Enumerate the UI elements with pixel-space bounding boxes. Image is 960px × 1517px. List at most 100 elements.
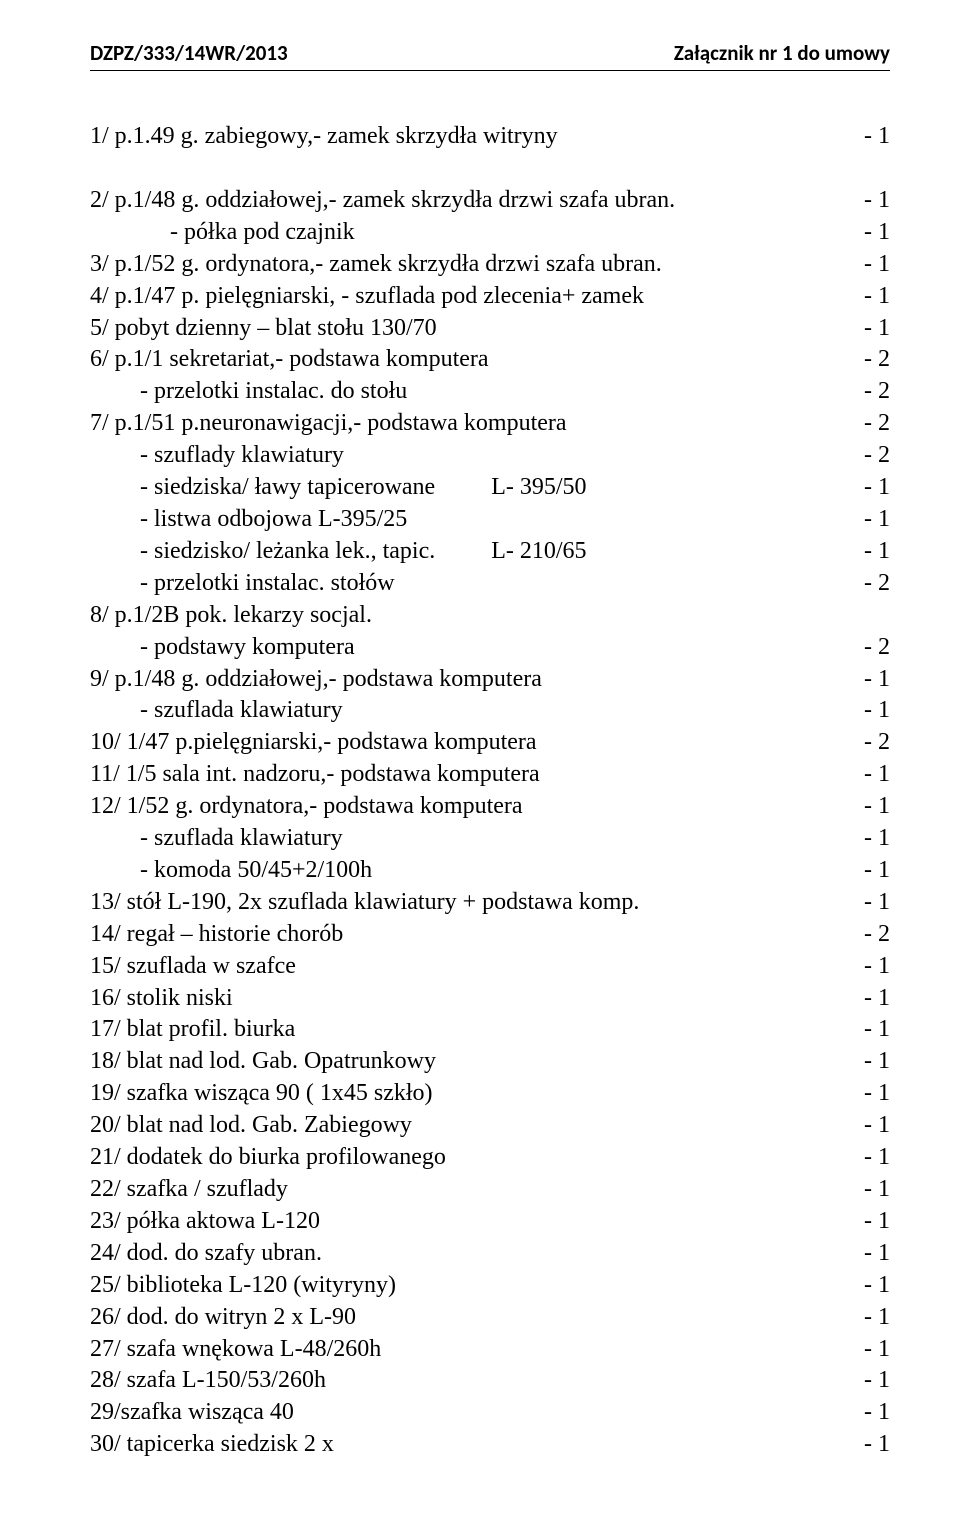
item-label: 26/ dod. do witryn 2 x L-90 — [90, 1302, 356, 1334]
item-mid-spec: L- 395/50 — [435, 472, 586, 504]
item-label: 17/ blat profil. biurka — [90, 1014, 295, 1046]
list-item: 29/szafka wisząca 40 - 1 — [90, 1397, 890, 1429]
item-value: - 1 — [850, 1397, 890, 1429]
list-item: 28/ szafa L-150/53/260h- 1 — [90, 1365, 890, 1397]
item-label: 9/ p.1/48 g. oddziałowej,- podstawa komp… — [90, 664, 542, 696]
list-item: - szuflada klawiatury- 1 — [90, 823, 890, 855]
item-value: - 1 — [850, 472, 890, 504]
item-value: - 1 — [850, 855, 890, 887]
list-item: 20/ blat nad lod. Gab. Zabiegowy - 1 — [90, 1110, 890, 1142]
item-label: 19/ szafka wisząca 90 ( 1x45 szkło) — [90, 1078, 433, 1110]
item-value: - 1 — [850, 1046, 890, 1078]
item-label: 27/ szafa wnękowa L-48/260h — [90, 1334, 381, 1366]
list-item: 5/ pobyt dzienny – blat stołu 130/70 - 1 — [90, 313, 890, 345]
list-item: - szuflady klawiatury- 2 — [90, 440, 890, 472]
list-item: 26/ dod. do witryn 2 x L-90 - 1 — [90, 1302, 890, 1334]
list-item: 11/ 1/5 sala int. nadzoru,- podstawa kom… — [90, 759, 890, 791]
item-label: 5/ pobyt dzienny – blat stołu 130/70 — [90, 313, 437, 345]
item-label: 25/ biblioteka L-120 (wityryny) — [90, 1270, 396, 1302]
item-label: 23/ półka aktowa L-120 — [90, 1206, 320, 1238]
item-label: 14/ regał – historie chorób — [90, 919, 343, 951]
item-label: - przelotki instalac. stołów — [90, 568, 395, 600]
item-label: 24/ dod. do szafy ubran. — [90, 1238, 322, 1270]
page-header: DZPZ/333/14WR/2013 Załącznik nr 1 do umo… — [90, 40, 890, 71]
item-label: 6/ p.1/1 sekretariat,- podstawa komputer… — [90, 344, 489, 376]
item-mid-spec: L- 210/65 — [435, 536, 586, 568]
item-value: - 1 — [850, 1206, 890, 1238]
item-value: - 2 — [850, 727, 890, 759]
item-value: - 1 — [850, 536, 890, 568]
item-label: - podstawy komputera — [90, 632, 355, 664]
item-value: - 1 — [850, 185, 890, 217]
item-label: 12/ 1/52 g. ordynatora,- podstawa komput… — [90, 791, 523, 823]
list-item: 23/ półka aktowa L-120 - 1 — [90, 1206, 890, 1238]
list-item: 18/ blat nad lod. Gab. Opatrunkowy- 1 — [90, 1046, 890, 1078]
item-value: - 1 — [850, 1270, 890, 1302]
item-label: 10/ 1/47 p.pielęgniarski,- podstawa komp… — [90, 727, 537, 759]
item-value: - 2 — [850, 632, 890, 664]
item-label: - listwa odbojowa L-395/25 — [90, 504, 407, 536]
item-value: - 1 — [850, 1174, 890, 1206]
list-item: 13/ stół L-190, 2x szuflada klawiatury +… — [90, 887, 890, 919]
item-value: - 1 — [850, 1142, 890, 1174]
list-item: 9/ p.1/48 g. oddziałowej,- podstawa komp… — [90, 664, 890, 696]
item-label: - przelotki instalac. do stołu — [90, 376, 407, 408]
list-item: 8/ p.1/2B pok. lekarzy socjal. — [90, 600, 890, 632]
item-value: - 1 — [850, 759, 890, 791]
page: DZPZ/333/14WR/2013 Załącznik nr 1 do umo… — [0, 0, 960, 1517]
item-label: 20/ blat nad lod. Gab. Zabiegowy — [90, 1110, 412, 1142]
list-item: - komoda 50/45+2/100h- 1 — [90, 855, 890, 887]
list-item: - listwa odbojowa L-395/25 - 1 — [90, 504, 890, 536]
list-item: 7/ p.1/51 p.neuronawigacji,- podstawa ko… — [90, 408, 890, 440]
item-label: 8/ p.1/2B pok. lekarzy socjal. — [90, 600, 372, 632]
list-item: - siedziska/ ławy tapicerowane L- 395/50… — [90, 472, 890, 504]
item-label: 11/ 1/5 sala int. nadzoru,- podstawa kom… — [90, 759, 540, 791]
item-label: 22/ szafka / szuflady — [90, 1174, 288, 1206]
list-item: 16/ stolik niski - 1 — [90, 983, 890, 1015]
item-value: - 1 — [850, 664, 890, 696]
list-item: 24/ dod. do szafy ubran. - 1 — [90, 1238, 890, 1270]
document-body: 1/ p.1.49 g. zabiegowy,- zamek skrzydła … — [90, 121, 890, 1461]
list-item: 22/ szafka / szuflady - 1 — [90, 1174, 890, 1206]
list-item: 25/ biblioteka L-120 (wityryny) - 1 — [90, 1270, 890, 1302]
item-label: 1/ p.1.49 g. zabiegowy,- zamek skrzydła … — [90, 121, 558, 153]
list-item: 27/ szafa wnękowa L-48/260h- 1 — [90, 1334, 890, 1366]
item-label: 7/ p.1/51 p.neuronawigacji,- podstawa ko… — [90, 408, 567, 440]
header-doc-number: DZPZ/333/14WR/2013 — [90, 40, 288, 66]
list-item: - przelotki instalac. stołów - 2 — [90, 568, 890, 600]
item-label: - siedzisko/ leżanka lek., tapic. — [90, 536, 435, 568]
list-item: 4/ p.1/47 p. pielęgniarski, - szuflada p… — [90, 281, 890, 313]
item-label: 13/ stół L-190, 2x szuflada klawiatury +… — [90, 887, 639, 919]
item-label: - szuflada klawiatury — [90, 695, 343, 727]
item-value: - 1 — [850, 1110, 890, 1142]
item-value: - 1 — [850, 313, 890, 345]
item-value: - 2 — [850, 408, 890, 440]
item-value: - 1 — [850, 983, 890, 1015]
item-label: 30/ tapicerka siedzisk 2 x — [90, 1429, 334, 1461]
item-value: - 1 — [850, 504, 890, 536]
list-item: 19/ szafka wisząca 90 ( 1x45 szkło)- 1 — [90, 1078, 890, 1110]
item-label: 29/szafka wisząca 40 — [90, 1397, 294, 1429]
item-value: - 2 — [850, 568, 890, 600]
item-label: 15/ szuflada w szafce — [90, 951, 296, 983]
list-item: - szuflada klawiatury - 1 — [90, 695, 890, 727]
item-label: 16/ stolik niski — [90, 983, 233, 1015]
list-item: 30/ tapicerka siedzisk 2 x- 1 — [90, 1429, 890, 1461]
item-value: - 1 — [850, 1302, 890, 1334]
list-item: - półka pod czajnik- 1 — [90, 217, 890, 249]
list-item: 21/ dodatek do biurka profilowanego - 1 — [90, 1142, 890, 1174]
header-attachment-label: Załącznik nr 1 do umowy — [674, 40, 890, 66]
blank-line — [90, 153, 890, 185]
item-value: - 1 — [850, 1238, 890, 1270]
list-item: 15/ szuflada w szafce- 1 — [90, 951, 890, 983]
item-label: 4/ p.1/47 p. pielęgniarski, - szuflada p… — [90, 281, 644, 313]
item-value: - 1 — [850, 217, 890, 249]
list-item: 10/ 1/47 p.pielęgniarski,- podstawa komp… — [90, 727, 890, 759]
list-item: 17/ blat profil. biurka- 1 — [90, 1014, 890, 1046]
item-value: - 1 — [850, 695, 890, 727]
item-value: - 2 — [850, 344, 890, 376]
item-label: 21/ dodatek do biurka profilowanego — [90, 1142, 446, 1174]
item-value: - 2 — [850, 919, 890, 951]
list-item: - przelotki instalac. do stołu- 2 — [90, 376, 890, 408]
item-value: - 1 — [850, 121, 890, 153]
